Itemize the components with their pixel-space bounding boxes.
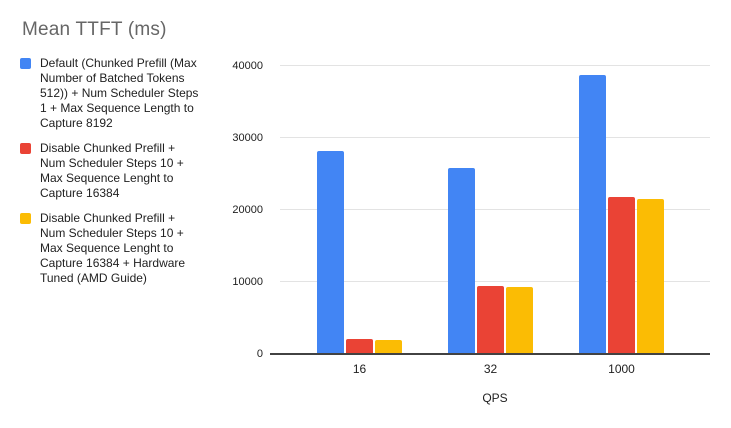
legend-item-2: Disable Chunked Prefill + Num Scheduler … <box>20 141 220 201</box>
gridline <box>280 281 710 282</box>
bar-1000-series-3 <box>637 199 664 354</box>
legend-swatch-icon <box>20 213 31 224</box>
y-axis-tick-label: 30000 <box>232 132 263 144</box>
x-axis-tick-label: 16 <box>352 362 367 376</box>
bar-16-series-2 <box>346 338 373 354</box>
x-axis-tick-label: 32 <box>483 362 498 376</box>
bar-32-series-1 <box>448 168 475 354</box>
x-axis-tick-label: 1000 <box>608 362 635 376</box>
bar-1000-series-2 <box>608 197 635 354</box>
y-axis-tick-label: 0 <box>256 348 263 360</box>
gridline <box>280 209 710 210</box>
bar-32-series-2 <box>477 285 504 354</box>
legend: Default (Chunked Prefill (Max Number of … <box>20 56 220 286</box>
y-axis-tick-label: 20000 <box>232 204 263 216</box>
legend-item-3: Disable Chunked Prefill + Num Scheduler … <box>20 211 220 286</box>
y-axis-tick-label: 40000 <box>232 60 263 72</box>
legend-item-label: Disable Chunked Prefill + Num Scheduler … <box>40 211 186 285</box>
x-axis-line <box>270 353 710 355</box>
bar-16-series-1 <box>317 150 344 354</box>
y-axis-tick-label: 10000 <box>232 276 263 288</box>
bar-16-series-3 <box>375 339 402 354</box>
legend-item-1: Default (Chunked Prefill (Max Number of … <box>20 56 220 131</box>
legend-swatch-icon <box>20 58 31 69</box>
plot-area <box>280 60 710 354</box>
y-axis: 0 10000 20000 30000 40000 <box>218 60 263 360</box>
legend-item-label: Default (Chunked Prefill (Max Number of … <box>40 56 199 130</box>
bar-1000-series-1 <box>579 74 606 354</box>
bar-32-series-3 <box>506 287 533 354</box>
legend-item-label: Disable Chunked Prefill + Num Scheduler … <box>40 141 184 200</box>
legend-swatch-icon <box>20 143 31 154</box>
x-axis-title: QPS <box>482 391 508 405</box>
x-axis: 16 32 1000 <box>280 362 710 376</box>
gridline <box>280 65 710 66</box>
chart-title: Mean TTFT (ms) <box>22 19 167 40</box>
gridline <box>280 137 710 138</box>
